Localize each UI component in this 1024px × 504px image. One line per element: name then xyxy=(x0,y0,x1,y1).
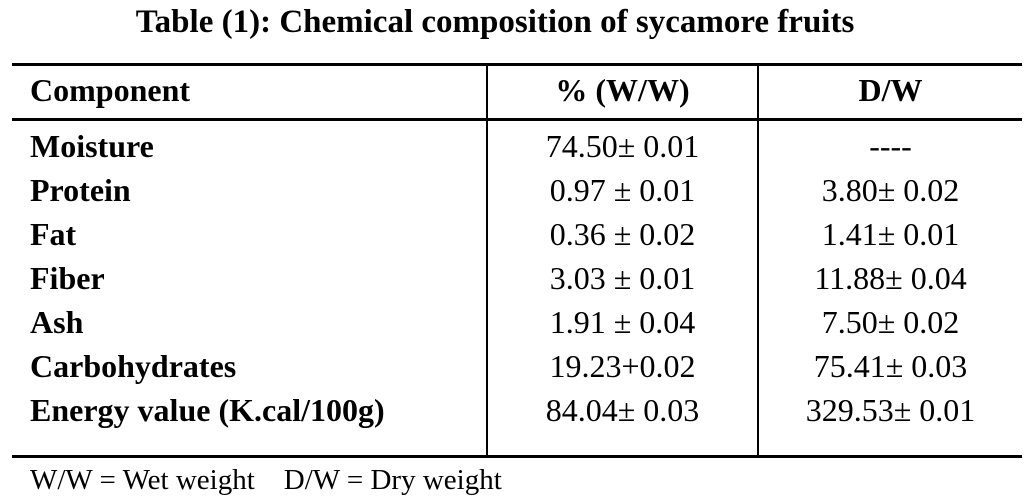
component-name: Fat xyxy=(30,216,77,252)
wet-weight-value: 0.97 ± 0.01 xyxy=(549,172,696,208)
dry-weight-value: ---- xyxy=(869,128,912,164)
table-body: Moisture 74.50± 0.01 ---- Protein 0.97 ±… xyxy=(0,124,1024,432)
dry-weight-value: 75.41± 0.03 xyxy=(813,348,968,384)
dry-weight-value: 1.41± 0.01 xyxy=(821,216,960,252)
column-divider-1 xyxy=(486,63,488,458)
column-header-component: Component xyxy=(30,72,191,108)
dry-weight-value: 3.80± 0.02 xyxy=(821,172,960,208)
table-row-moisture: Moisture 74.50± 0.01 ---- xyxy=(0,124,1024,168)
component-name: Carbohydrates xyxy=(30,348,237,384)
column-divider-2 xyxy=(757,63,759,458)
table-title: Table (1): Chemical composition of sycam… xyxy=(135,4,855,40)
table-row-fiber: Fiber 3.03 ± 0.01 11.88± 0.04 xyxy=(0,256,1024,300)
table-row-energy-value: Energy value (K.cal/100g) 84.04± 0.03 32… xyxy=(0,388,1024,432)
table-row-fat: Fat 0.36 ± 0.02 1.41± 0.01 xyxy=(0,212,1024,256)
dry-weight-value: 329.53± 0.01 xyxy=(805,392,976,428)
column-header-dry-weight: D/W xyxy=(858,72,923,108)
wet-weight-value: 0.36 ± 0.02 xyxy=(549,216,696,252)
table-bottom-rule xyxy=(12,455,1022,458)
header-separator-rule xyxy=(12,118,1022,121)
component-name: Ash xyxy=(30,304,84,340)
component-name: Fiber xyxy=(30,260,105,296)
table-footnote: W/W = Wet weight D/W = Dry weight xyxy=(30,464,502,496)
dry-weight-value: 11.88± 0.04 xyxy=(814,260,967,296)
component-name: Moisture xyxy=(30,128,154,164)
table-row-carbohydrates: Carbohydrates 19.23+0.02 75.41± 0.03 xyxy=(0,344,1024,388)
table-row-ash: Ash 1.91 ± 0.04 7.50± 0.02 xyxy=(0,300,1024,344)
wet-weight-value: 19.23+0.02 xyxy=(549,348,696,384)
wet-weight-value: 3.03 ± 0.01 xyxy=(549,260,696,296)
wet-weight-value: 84.04± 0.03 xyxy=(545,392,700,428)
component-name: Energy value (K.cal/100g) xyxy=(30,392,385,428)
wet-weight-value: 74.50± 0.01 xyxy=(545,128,700,164)
column-header-wet-weight: % (W/W) xyxy=(555,72,690,108)
component-name: Protein xyxy=(30,172,131,208)
table-top-rule xyxy=(12,63,1022,66)
dry-weight-value: 7.50± 0.02 xyxy=(821,304,960,340)
wet-weight-value: 1.91 ± 0.04 xyxy=(549,304,696,340)
table-row-protein: Protein 0.97 ± 0.01 3.80± 0.02 xyxy=(0,168,1024,212)
